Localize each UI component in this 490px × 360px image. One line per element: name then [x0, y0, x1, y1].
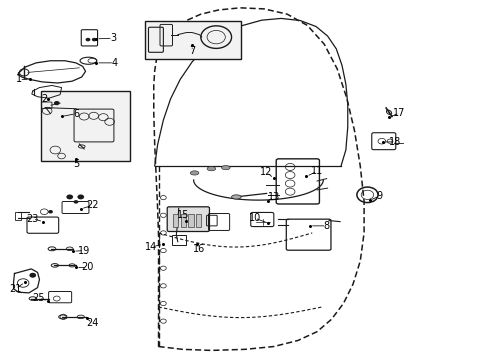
- FancyBboxPatch shape: [167, 207, 209, 231]
- Text: 9: 9: [376, 191, 383, 201]
- Ellipse shape: [221, 166, 230, 170]
- Text: 24: 24: [86, 318, 98, 328]
- Text: 18: 18: [389, 137, 401, 147]
- Text: 4: 4: [111, 58, 118, 68]
- Text: 13: 13: [268, 192, 280, 202]
- Circle shape: [48, 210, 53, 213]
- Text: 5: 5: [73, 159, 79, 169]
- Text: 12: 12: [260, 167, 273, 177]
- Text: 21: 21: [9, 284, 22, 294]
- Bar: [41, 91, 130, 161]
- Ellipse shape: [232, 195, 241, 199]
- Text: 17: 17: [393, 108, 406, 118]
- Circle shape: [29, 273, 36, 278]
- Text: 8: 8: [323, 221, 330, 231]
- Text: 22: 22: [86, 201, 98, 210]
- Text: 15: 15: [177, 210, 190, 220]
- Bar: [173, 214, 178, 226]
- Circle shape: [74, 200, 78, 204]
- Bar: [188, 214, 194, 226]
- Circle shape: [66, 194, 73, 199]
- Circle shape: [92, 38, 97, 41]
- Bar: [16, 212, 21, 220]
- Text: 14: 14: [145, 242, 157, 252]
- Text: 19: 19: [78, 246, 90, 256]
- Bar: [145, 21, 241, 59]
- Text: 2: 2: [41, 94, 48, 104]
- Text: 25: 25: [32, 293, 45, 303]
- Circle shape: [77, 194, 84, 199]
- Ellipse shape: [207, 167, 216, 171]
- Circle shape: [54, 101, 60, 105]
- Bar: [196, 214, 201, 226]
- Circle shape: [86, 38, 90, 41]
- Text: 6: 6: [73, 109, 79, 119]
- Text: 3: 3: [110, 33, 116, 43]
- Text: 16: 16: [193, 244, 205, 254]
- Text: 10: 10: [248, 213, 261, 223]
- Text: 7: 7: [189, 46, 196, 56]
- Text: 20: 20: [81, 262, 94, 273]
- Ellipse shape: [190, 171, 199, 175]
- Bar: [181, 214, 186, 226]
- Text: 1: 1: [16, 75, 23, 85]
- Text: 23: 23: [26, 214, 39, 224]
- Text: 11: 11: [311, 166, 323, 176]
- Bar: [172, 235, 186, 245]
